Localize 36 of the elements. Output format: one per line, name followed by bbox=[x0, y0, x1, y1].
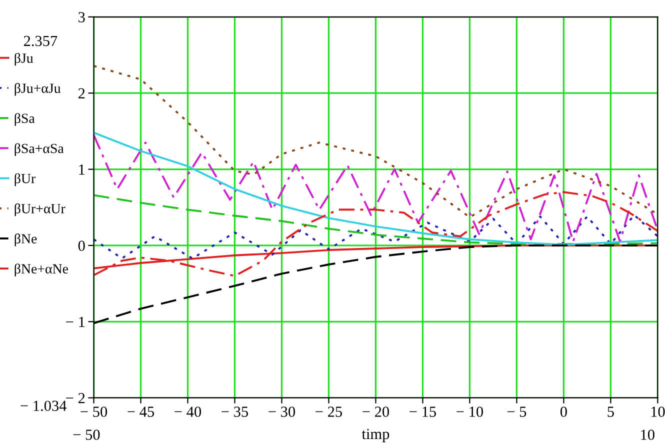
line-series bbox=[94, 194, 658, 245]
x-tick-label: − 45 bbox=[128, 406, 154, 417]
x-tick-label: − 5 bbox=[507, 406, 526, 417]
y-tick-label: 3 bbox=[78, 12, 85, 22]
legend-label: βSa+αSa bbox=[14, 143, 64, 156]
text: 10 bbox=[641, 430, 654, 440]
legend-label: βUr bbox=[14, 173, 36, 186]
x-tick-label: 5 bbox=[608, 406, 614, 417]
x-tick-label: − 15 bbox=[410, 406, 436, 417]
y-tick-label: 0 bbox=[78, 240, 85, 251]
x-tick-label: − 50 bbox=[80, 406, 108, 417]
line-series bbox=[94, 214, 658, 260]
text: 2.357 bbox=[24, 36, 58, 46]
legend-label: βUr+αUr bbox=[14, 203, 66, 216]
y-tick-label: − 2 bbox=[66, 393, 85, 404]
x-tick-label: − 40 bbox=[174, 406, 202, 417]
x-tick-label: − 25 bbox=[316, 406, 342, 417]
y-tick-label: − 1 bbox=[66, 316, 85, 327]
legend-label: βNe bbox=[14, 234, 37, 246]
x-tick-label: − 10 bbox=[456, 406, 483, 417]
x-tick-label: 0 bbox=[560, 406, 567, 417]
legend-label: βJu bbox=[14, 52, 34, 66]
text: − 50 bbox=[73, 430, 100, 440]
legend-label: βSa bbox=[14, 113, 35, 126]
x-tick-label: 10 bbox=[651, 406, 665, 417]
legend-label: βNe+αNe bbox=[14, 264, 68, 276]
line-series bbox=[94, 191, 658, 277]
x-tick-label: − 35 bbox=[222, 406, 248, 417]
x-tick-label: − 20 bbox=[362, 406, 389, 417]
x-tick-label: − 30 bbox=[268, 406, 296, 417]
text: − 1.034 bbox=[20, 400, 67, 412]
y-tick-label: 1 bbox=[79, 164, 85, 175]
x-axis-title: timp bbox=[362, 428, 390, 442]
y-tick-label: 2 bbox=[78, 88, 85, 98]
line-series bbox=[94, 64, 658, 218]
legend-label: βJu+αJu bbox=[14, 83, 61, 96]
